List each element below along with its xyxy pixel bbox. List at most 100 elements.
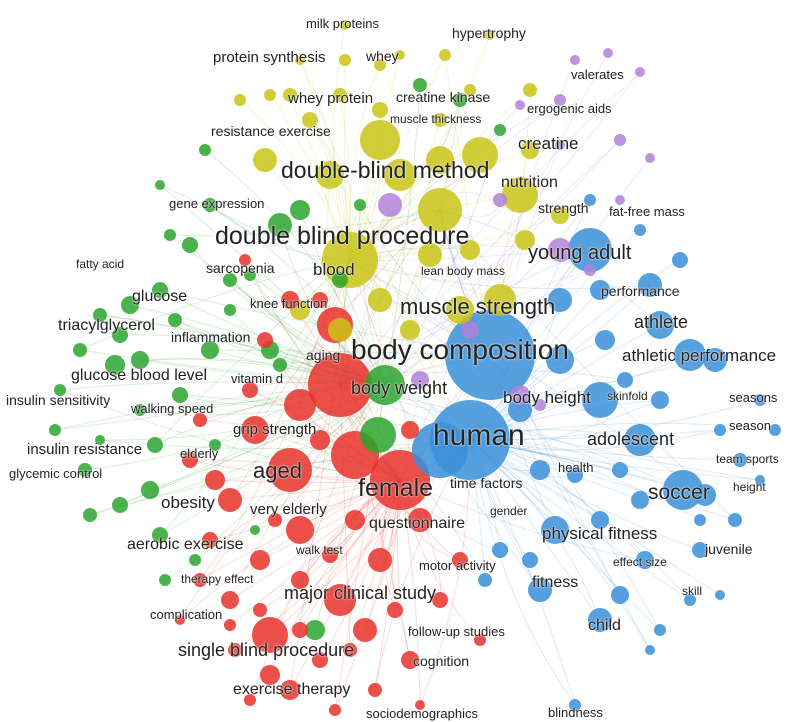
term-label-obesity[interactable]: obesity bbox=[161, 493, 215, 512]
term-bubble-blue[interactable] bbox=[631, 491, 649, 509]
term-bubble-red[interactable] bbox=[257, 332, 273, 348]
term-label-follow-up-studies[interactable]: follow-up studies bbox=[408, 624, 505, 639]
term-bubble-purple[interactable] bbox=[493, 193, 507, 207]
term-bubble-green[interactable] bbox=[354, 199, 366, 211]
term-bubble-blue[interactable] bbox=[684, 594, 696, 606]
term-bubble-yellow[interactable] bbox=[464, 84, 476, 96]
term-bubble-red[interactable] bbox=[387, 602, 403, 618]
term-label-walking-speed[interactable]: walking speed bbox=[131, 401, 214, 416]
term-bubble-yellow[interactable] bbox=[372, 102, 388, 118]
term-bubble-yellow[interactable] bbox=[395, 50, 405, 60]
term-label-major-clinical-study[interactable]: major clinical study bbox=[284, 583, 437, 603]
term-label-nutrition[interactable]: nutrition bbox=[501, 174, 558, 191]
term-bubble-green[interactable] bbox=[95, 435, 105, 445]
term-label-seasons[interactable]: seasons bbox=[729, 390, 778, 405]
term-label-muscle-thickness[interactable]: muscle thickness bbox=[390, 112, 482, 126]
term-label-exercise-therapy[interactable]: exercise therapy bbox=[233, 681, 351, 698]
term-bubble-red[interactable] bbox=[253, 603, 267, 617]
term-label-glucose[interactable]: glucose bbox=[132, 288, 188, 305]
term-bubble-purple[interactable] bbox=[378, 193, 402, 217]
term-bubble-blue[interactable] bbox=[530, 460, 550, 480]
term-bubble-red[interactable] bbox=[343, 643, 357, 657]
term-bubble-yellow[interactable] bbox=[264, 89, 276, 101]
term-bubble-purple[interactable] bbox=[645, 153, 655, 163]
term-bubble-blue[interactable] bbox=[634, 224, 646, 236]
term-bubble-purple[interactable] bbox=[635, 67, 645, 77]
term-label-female[interactable]: female bbox=[358, 474, 434, 502]
term-bubble-yellow[interactable] bbox=[333, 88, 347, 102]
term-bubble-green[interactable] bbox=[78, 463, 92, 477]
term-label-blindness[interactable]: blindness bbox=[548, 705, 603, 720]
term-bubble-green[interactable] bbox=[203, 198, 217, 212]
term-bubble-green[interactable] bbox=[365, 365, 405, 405]
term-bubble-red[interactable] bbox=[202, 532, 218, 548]
term-bubble-yellow[interactable] bbox=[502, 177, 538, 213]
term-label-fitness[interactable]: fitness bbox=[532, 574, 579, 591]
term-label-strength[interactable]: strength bbox=[538, 200, 589, 216]
term-bubble-green[interactable] bbox=[453, 93, 467, 107]
term-bubble-red[interactable] bbox=[260, 665, 280, 685]
term-bubble-blue[interactable] bbox=[694, 484, 716, 506]
term-bubble-blue[interactable] bbox=[624, 424, 656, 456]
term-bubble-green[interactable] bbox=[164, 229, 176, 241]
term-label-blood[interactable]: blood bbox=[313, 260, 355, 279]
term-bubble-red[interactable] bbox=[452, 552, 468, 568]
term-label-creatine-kinase[interactable]: creatine kinase bbox=[396, 89, 491, 105]
term-bubble-blue[interactable] bbox=[715, 590, 725, 600]
term-bubble-yellow[interactable] bbox=[368, 288, 392, 312]
term-bubble-red[interactable] bbox=[292, 622, 308, 638]
term-bubble-red[interactable] bbox=[474, 634, 486, 646]
term-bubble-red[interactable] bbox=[284, 389, 316, 421]
term-label-double-blind-method[interactable]: double-blind method bbox=[281, 157, 490, 183]
term-label-single-blind-procedure[interactable]: single blind procedure bbox=[178, 640, 355, 660]
term-label-sociodemographics[interactable]: sociodemographics bbox=[366, 706, 479, 721]
term-label-ergogenic-aids[interactable]: ergogenic aids bbox=[527, 101, 612, 116]
term-bubble-purple[interactable] bbox=[584, 264, 596, 276]
term-bubble-green[interactable] bbox=[413, 78, 427, 92]
term-label-aging[interactable]: aging bbox=[306, 347, 341, 363]
term-label-insulin-sensitivity[interactable]: insulin sensitivity bbox=[6, 392, 111, 408]
term-label-height[interactable]: height bbox=[733, 480, 766, 494]
term-bubble-yellow[interactable] bbox=[418, 243, 442, 267]
term-bubble-purple[interactable] bbox=[555, 140, 565, 150]
term-bubble-blue[interactable] bbox=[694, 514, 706, 526]
term-bubble-red[interactable] bbox=[281, 291, 299, 309]
term-bubble-yellow[interactable] bbox=[283, 88, 297, 102]
term-label-protein-synthesis[interactable]: protein synthesis bbox=[213, 49, 326, 66]
term-label-skill[interactable]: skill bbox=[682, 584, 702, 598]
term-bubble-red[interactable] bbox=[205, 470, 225, 490]
term-bubble-green[interactable] bbox=[93, 308, 107, 322]
term-bubble-green[interactable] bbox=[152, 527, 168, 543]
term-bubble-green[interactable] bbox=[131, 351, 149, 369]
term-bubble-purple[interactable] bbox=[603, 48, 613, 58]
term-bubble-green[interactable] bbox=[209, 439, 221, 451]
term-bubble-red[interactable] bbox=[401, 421, 419, 439]
term-label-whey[interactable]: whey bbox=[366, 48, 399, 64]
term-bubble-green[interactable] bbox=[273, 358, 287, 372]
term-bubble-green[interactable] bbox=[244, 269, 256, 281]
term-label-vitamin-d[interactable]: vitamin d bbox=[231, 371, 284, 386]
term-bubble-yellow[interactable] bbox=[523, 83, 537, 97]
term-bubble-yellow[interactable] bbox=[521, 141, 539, 159]
term-bubble-red[interactable] bbox=[322, 547, 338, 563]
term-bubble-blue[interactable] bbox=[528, 578, 552, 602]
term-bubble-red[interactable] bbox=[242, 382, 258, 398]
term-bubble-blue[interactable] bbox=[646, 311, 674, 339]
term-bubble-yellow[interactable] bbox=[439, 49, 451, 61]
term-bubble-red[interactable] bbox=[221, 591, 239, 609]
term-label-effect-size[interactable]: effect size bbox=[613, 555, 667, 569]
term-label-athlete[interactable]: athlete bbox=[634, 312, 689, 332]
term-bubble-blue[interactable] bbox=[769, 424, 781, 436]
term-bubble-red[interactable] bbox=[291, 571, 309, 589]
term-bubble-red[interactable] bbox=[408, 508, 432, 532]
term-bubble-yellow[interactable] bbox=[433, 113, 447, 127]
term-bubble-purple[interactable] bbox=[461, 321, 479, 339]
term-bubble-green[interactable] bbox=[199, 144, 211, 156]
term-label-body-weight[interactable]: body weight bbox=[351, 378, 448, 398]
term-bubble-red[interactable] bbox=[250, 550, 270, 570]
term-bubble-yellow[interactable] bbox=[340, 20, 350, 30]
term-label-very-elderly[interactable]: very elderly bbox=[250, 501, 327, 518]
term-bubble-green[interactable] bbox=[152, 282, 168, 298]
term-label-human[interactable]: human bbox=[433, 419, 525, 452]
term-bubble-blue[interactable] bbox=[546, 346, 574, 374]
